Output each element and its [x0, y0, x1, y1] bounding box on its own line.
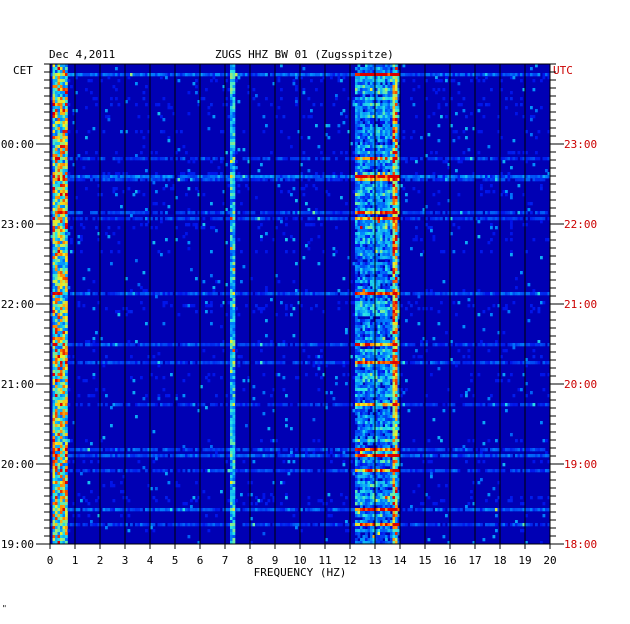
y-left-tick-label: 00:00: [1, 138, 34, 151]
left-zone-label: CET: [13, 64, 33, 77]
x-tick-label: 13: [368, 554, 381, 567]
x-tick-label: 20: [543, 554, 556, 567]
x-tick-label: 11: [318, 554, 331, 567]
y-right-tick-label: 18:00: [564, 538, 597, 551]
x-tick-label: 19: [518, 554, 531, 567]
x-tick-label: 17: [468, 554, 481, 567]
right-zone-label: UTC: [553, 64, 573, 77]
x-tick-label: 6: [197, 554, 204, 567]
y-right-tick-label: 21:00: [564, 298, 597, 311]
x-tick-label: 10: [293, 554, 306, 567]
y-left-tick-label: 20:00: [1, 458, 34, 471]
y-right-tick-label: 19:00: [564, 458, 597, 471]
x-tick-label: 18: [493, 554, 506, 567]
chart-title: ZUGS HHZ BW 01 (Zugsspitze): [215, 48, 394, 61]
y-left-tick-label: 23:00: [1, 218, 34, 231]
x-axis-label: FREQUENCY (HZ): [254, 566, 347, 579]
x-tick-label: 12: [343, 554, 356, 567]
x-tick-label: 1: [72, 554, 79, 567]
x-tick-label: 2: [97, 554, 104, 567]
x-tick-label: 8: [247, 554, 254, 567]
footer-mark: ": [2, 604, 7, 613]
chart-date: Dec 4,2011: [49, 48, 116, 61]
x-tick-label: 7: [222, 554, 229, 567]
x-tick-label: 0: [47, 554, 54, 567]
x-tick-label: 9: [272, 554, 279, 567]
frequency-grid: [74, 64, 526, 544]
y-left-tick-label: 22:00: [1, 298, 34, 311]
y-right-tick-label: 22:00: [564, 218, 597, 231]
x-tick-label: 16: [443, 554, 456, 567]
x-tick-label: 14: [393, 554, 407, 567]
x-tick-label: 3: [122, 554, 129, 567]
y-right-tick-label: 20:00: [564, 378, 597, 391]
y-left-tick-label: 21:00: [1, 378, 34, 391]
y-left-tick-label: 19:00: [1, 538, 34, 551]
x-tick-label: 15: [418, 554, 431, 567]
x-tick-label: 4: [147, 554, 154, 567]
x-tick-label: 5: [172, 554, 179, 567]
axes: 0 1 2 3 4 5 6 7 8 9 10 11 12 13 14 15 16 17 18 19 2000:0023:…: [1, 63, 597, 567]
y-right-tick-label: 23:00: [564, 138, 597, 151]
